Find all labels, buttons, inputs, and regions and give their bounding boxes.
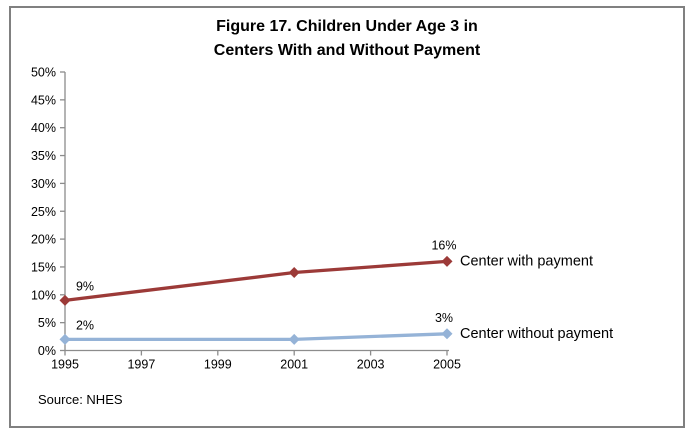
y-axis-tick-label: 30% — [31, 177, 56, 191]
diamond-marker — [288, 333, 300, 345]
data-label: 9% — [76, 279, 94, 293]
y-axis-tick-label: 0% — [38, 344, 56, 358]
series-label: Center with payment — [460, 253, 593, 269]
x-axis-tick-label: 2005 — [433, 358, 461, 372]
diamond-marker — [59, 294, 71, 306]
y-axis-tick-label: 20% — [31, 233, 56, 247]
x-axis-tick-label: 2001 — [280, 358, 308, 372]
x-axis-tick-label: 1997 — [127, 358, 155, 372]
chart-title-line1: Figure 17. Children Under Age 3 in — [216, 18, 478, 35]
y-axis-tick-label: 40% — [31, 121, 56, 135]
y-axis-tick-label: 25% — [31, 205, 56, 219]
data-label: 2% — [76, 318, 94, 332]
diamond-marker — [288, 267, 300, 279]
data-label: 16% — [431, 238, 456, 252]
series-line — [64, 259, 448, 303]
y-axis-tick-label: 5% — [38, 316, 56, 330]
chart-border-frame — [9, 6, 685, 428]
source-note: Source: NHES — [38, 392, 123, 407]
y-axis-tick-label: 35% — [31, 149, 56, 163]
chart-title-line2: Centers With and Without Payment — [213, 42, 481, 59]
data-label: 3% — [435, 311, 453, 325]
diamond-marker — [59, 333, 71, 345]
x-axis-tick-label: 1999 — [204, 358, 232, 372]
y-axis-tick-label: 45% — [31, 93, 56, 107]
y-axis-tick-label: 50% — [31, 66, 56, 80]
y-axis-tick-label: 10% — [31, 288, 56, 302]
diamond-marker — [441, 328, 453, 340]
y-axis-tick-label: 15% — [31, 260, 56, 274]
x-axis-tick-label: 1995 — [51, 358, 79, 372]
series-line — [65, 332, 448, 342]
x-axis-tick-label: 2003 — [357, 358, 385, 372]
series-label: Center without payment — [460, 326, 613, 342]
diamond-marker — [441, 255, 453, 267]
chart-title: Figure 17. Children Under Age 3 in Cente… — [9, 15, 685, 63]
